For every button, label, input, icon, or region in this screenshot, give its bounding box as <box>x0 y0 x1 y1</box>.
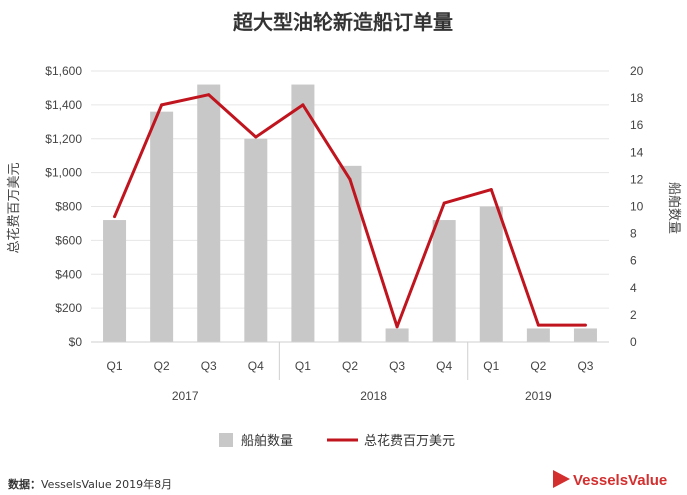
x-axis-year-label: 2019 <box>525 389 552 403</box>
x-axis-tick-label: Q4 <box>436 359 452 373</box>
line-series <box>113 93 587 329</box>
x-axis-tick-label: Q1 <box>107 359 123 373</box>
left-axis-tick-label: $1,000 <box>45 166 82 180</box>
bar <box>526 328 550 342</box>
right-axis-title: 船舶数量 <box>666 182 682 234</box>
x-axis-tick-label: Q2 <box>342 359 358 373</box>
line-point <box>254 135 258 139</box>
x-axis-year-label: 2017 <box>172 389 199 403</box>
left-axis-tick-label: $0 <box>69 335 83 349</box>
line-point <box>583 323 587 327</box>
logo: VesselsValue <box>553 470 667 489</box>
x-axis-tick-label: Q2 <box>530 359 546 373</box>
legend-line-label: 总花费百万美元 <box>364 433 455 449</box>
left-axis-ticks: $0 $200 $400 $600 $800 $1,000 $1,200 $1,400 $1,6… <box>45 64 82 349</box>
x-axis-tick-label: Q1 <box>483 359 499 373</box>
line-point <box>113 215 117 219</box>
bar <box>197 84 221 343</box>
right-axis-tick-label: 14 <box>630 145 644 159</box>
right-axis-tick-label: 2 <box>630 308 637 322</box>
left-axis-title: 总花费百万美元 <box>6 162 22 253</box>
right-axis-tick-label: 6 <box>630 254 637 268</box>
legend-bar-label: 船舶数量 <box>241 433 293 449</box>
line-point <box>301 103 305 107</box>
line-point <box>536 323 540 327</box>
right-axis-tick-label: 12 <box>630 172 644 186</box>
logo-arrow-icon <box>553 470 570 488</box>
source-text: VesselsValue 2019年8月 <box>41 477 172 491</box>
x-axis-tick-label: Q2 <box>154 359 170 373</box>
right-axis-tick-label: 16 <box>630 118 644 132</box>
bar <box>103 220 127 342</box>
bar <box>479 206 503 342</box>
x-axis-ticks: Q1 Q2 Q3 Q4 Q1 Q2 Q3 Q4 Q1 Q2 Q3 <box>91 341 609 373</box>
bar <box>150 111 174 343</box>
bar-series <box>103 84 597 343</box>
left-axis-tick-label: $800 <box>55 200 82 214</box>
left-axis-tick-label: $400 <box>55 267 82 281</box>
svg-text:数据：VesselsValue 2019年8月: 数据：VesselsValue 2019年8月 <box>8 477 172 491</box>
line-point <box>160 103 164 107</box>
x-axis-year-groups: 2017 2018 2019 <box>172 342 552 403</box>
x-axis-tick-label: Q1 <box>295 359 311 373</box>
x-axis-year-label: 2018 <box>360 389 387 403</box>
bar <box>573 328 597 342</box>
bar <box>244 138 268 342</box>
right-axis-tick-label: 10 <box>630 200 644 214</box>
bar <box>432 220 456 342</box>
chart-title: 超大型油轮新造船订单量 <box>232 10 453 34</box>
right-axis-tick-label: 8 <box>630 227 637 241</box>
right-axis-ticks: 0 2 4 6 8 10 12 14 16 18 20 <box>630 64 644 349</box>
bar <box>338 165 362 342</box>
line-point <box>442 201 446 205</box>
left-axis-tick-label: $1,400 <box>45 98 82 112</box>
left-axis-tick-label: $1,600 <box>45 64 82 78</box>
legend: 船舶数量 总花费百万美元 <box>219 433 455 449</box>
x-axis-tick-label: Q3 <box>577 359 593 373</box>
left-axis-tick-label: $600 <box>55 233 82 247</box>
x-axis-tick-label: Q3 <box>389 359 405 373</box>
right-axis-tick-label: 18 <box>630 91 644 105</box>
line-point <box>395 325 399 329</box>
right-axis-tick-label: 4 <box>630 281 637 295</box>
x-axis-tick-label: Q3 <box>201 359 217 373</box>
right-axis-tick-label: 0 <box>630 335 637 349</box>
bar <box>385 328 409 342</box>
x-axis-tick-label: Q4 <box>248 359 264 373</box>
line-point <box>489 188 493 192</box>
right-axis-tick-label: 20 <box>630 64 644 78</box>
logo-text: VesselsValue <box>573 472 667 489</box>
line-point <box>207 93 211 97</box>
left-axis-tick-label: $1,200 <box>45 132 82 146</box>
legend-bar-swatch <box>219 433 233 447</box>
line-point <box>348 177 352 181</box>
source-label: 数据： <box>8 477 41 491</box>
source-note: 数据：VesselsValue 2019年8月 <box>8 477 172 491</box>
left-axis-tick-label: $200 <box>55 301 82 315</box>
bar <box>291 84 315 343</box>
